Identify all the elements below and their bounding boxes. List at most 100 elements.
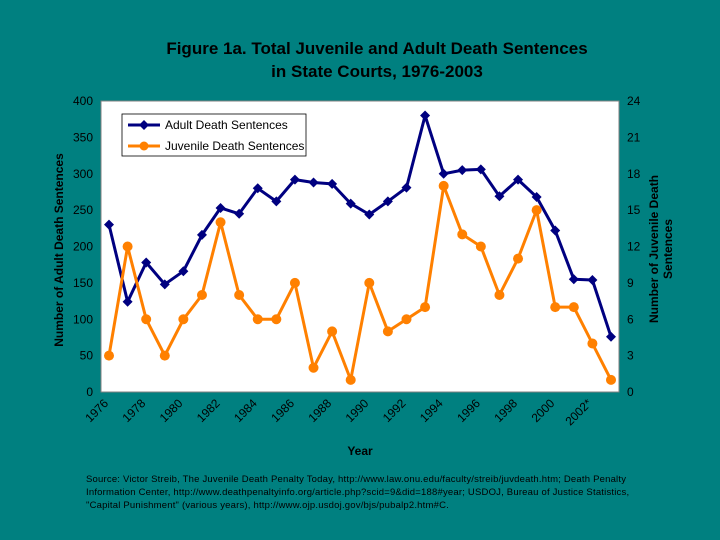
x-tick-label: 2002* xyxy=(562,396,594,428)
left-tick-label: 100 xyxy=(73,312,93,326)
data-point-adult xyxy=(494,191,505,202)
data-point-juvenile xyxy=(382,326,393,337)
data-point-adult xyxy=(104,219,114,230)
legend-marker-juvenile xyxy=(139,141,149,151)
data-point-juvenile xyxy=(457,229,468,240)
right-tick-label: 18 xyxy=(627,167,641,181)
right-tick-label: 0 xyxy=(627,385,634,399)
data-point-juvenile xyxy=(438,180,449,191)
data-point-juvenile xyxy=(531,205,542,216)
left-tick-label: 300 xyxy=(73,167,93,181)
data-point-adult xyxy=(364,209,375,220)
data-point-adult xyxy=(308,177,319,188)
x-axis-label: Year xyxy=(347,444,373,458)
data-point-juvenile xyxy=(364,277,375,288)
data-point-adult xyxy=(382,196,393,207)
data-point-adult xyxy=(568,274,579,285)
chart-title-line-1: Figure 1a. Total Juvenile and Adult Deat… xyxy=(166,39,587,58)
x-tick-label: 1998 xyxy=(491,396,520,425)
x-tick-label: 1976 xyxy=(82,396,111,425)
data-point-adult xyxy=(271,196,282,207)
right-tick-label: 15 xyxy=(627,203,641,217)
left-tick-label: 400 xyxy=(73,94,93,108)
data-point-juvenile xyxy=(308,362,319,373)
source-note: Source: Victor Streib, The Juvenile Deat… xyxy=(86,474,630,511)
left-tick-label: 150 xyxy=(73,276,93,290)
data-point-adult xyxy=(252,183,263,194)
data-point-juvenile xyxy=(252,314,263,325)
legend-box xyxy=(121,113,307,157)
y-axis-label-right-line-1: Number of Juvenile Death xyxy=(647,175,661,323)
x-tick-label: 1994 xyxy=(417,396,446,425)
right-tick-label: 21 xyxy=(627,130,641,144)
y-axis-label-left: Number of Adult Death Sentences xyxy=(52,153,66,347)
series-line-adult xyxy=(107,114,613,338)
data-point-adult xyxy=(587,274,598,285)
series-lines xyxy=(104,110,616,385)
data-point-adult xyxy=(234,208,245,219)
data-point-juvenile xyxy=(122,241,133,252)
data-point-adult xyxy=(196,229,207,240)
data-point-adult xyxy=(327,178,338,189)
x-tick-label: 1996 xyxy=(454,396,483,425)
data-point-juvenile xyxy=(178,314,189,325)
chart-title-line-2: in State Courts, 1976-2003 xyxy=(271,62,483,81)
data-point-juvenile xyxy=(550,302,561,313)
left-tick-label: 350 xyxy=(73,130,93,144)
x-tick-label: 1982 xyxy=(194,396,223,425)
right-tick-label: 24 xyxy=(627,94,641,108)
data-point-juvenile xyxy=(327,326,338,337)
data-point-adult xyxy=(438,168,449,179)
data-point-juvenile xyxy=(587,338,598,349)
legend: Adult Death Sentences Juvenile Death Sen… xyxy=(121,113,307,157)
data-point-adult xyxy=(159,279,170,290)
legend-label-juvenile: Juvenile Death Sentences xyxy=(165,139,304,153)
y-axis-label-right-line-2: Sentences xyxy=(661,219,675,279)
x-tick-label: 1986 xyxy=(268,396,297,425)
left-tick-label: 0 xyxy=(86,385,93,399)
legend-label-adult: Adult Death Sentences xyxy=(165,118,288,132)
right-tick-label: 3 xyxy=(627,349,634,363)
x-tick-label: 1992 xyxy=(380,396,409,425)
data-point-adult xyxy=(401,182,412,193)
x-tick-label: 1990 xyxy=(343,396,372,425)
legend-marker-adult xyxy=(139,120,149,130)
data-point-juvenile xyxy=(234,290,245,300)
data-point-adult xyxy=(531,192,542,203)
data-point-juvenile xyxy=(420,302,431,313)
x-tick-label: 1988 xyxy=(305,396,334,425)
x-tick-label: 1978 xyxy=(120,396,149,425)
data-point-juvenile xyxy=(159,350,170,361)
x-axis-ticks: 1976 1978 1980 1982 1984 1986 1988 1990 1992 1994… xyxy=(82,396,594,428)
left-tick-label: 200 xyxy=(73,240,93,254)
left-axis-ticks: 0 50 100 150 200 250 300 350 400 xyxy=(73,94,93,399)
left-tick-label: 50 xyxy=(80,349,94,363)
data-point-juvenile xyxy=(513,253,524,264)
right-axis-ticks: 0 3 6 9 12 15 18 21 24 xyxy=(627,94,641,399)
x-tick-label: 1980 xyxy=(157,396,186,425)
data-point-juvenile xyxy=(568,302,579,313)
data-point-adult xyxy=(289,174,300,185)
data-point-adult xyxy=(215,202,226,213)
right-tick-label: 9 xyxy=(627,276,634,290)
data-point-juvenile xyxy=(196,290,207,300)
data-point-adult xyxy=(475,164,486,175)
series-line-juvenile xyxy=(107,184,613,382)
data-point-juvenile xyxy=(104,350,114,361)
x-tick-label: 2000 xyxy=(529,396,558,425)
data-point-juvenile xyxy=(401,314,412,325)
data-point-adult xyxy=(178,266,189,277)
data-point-juvenile xyxy=(494,290,505,300)
data-point-juvenile xyxy=(215,217,226,228)
right-tick-label: 12 xyxy=(627,240,641,254)
left-tick-label: 250 xyxy=(73,203,93,217)
data-point-adult xyxy=(457,165,468,176)
data-point-juvenile xyxy=(345,374,356,385)
data-point-juvenile xyxy=(475,241,486,252)
data-point-adult xyxy=(606,331,616,342)
data-point-juvenile xyxy=(271,314,282,325)
data-point-juvenile xyxy=(141,314,152,325)
data-point-adult xyxy=(513,174,524,185)
right-tick-label: 6 xyxy=(627,312,634,326)
